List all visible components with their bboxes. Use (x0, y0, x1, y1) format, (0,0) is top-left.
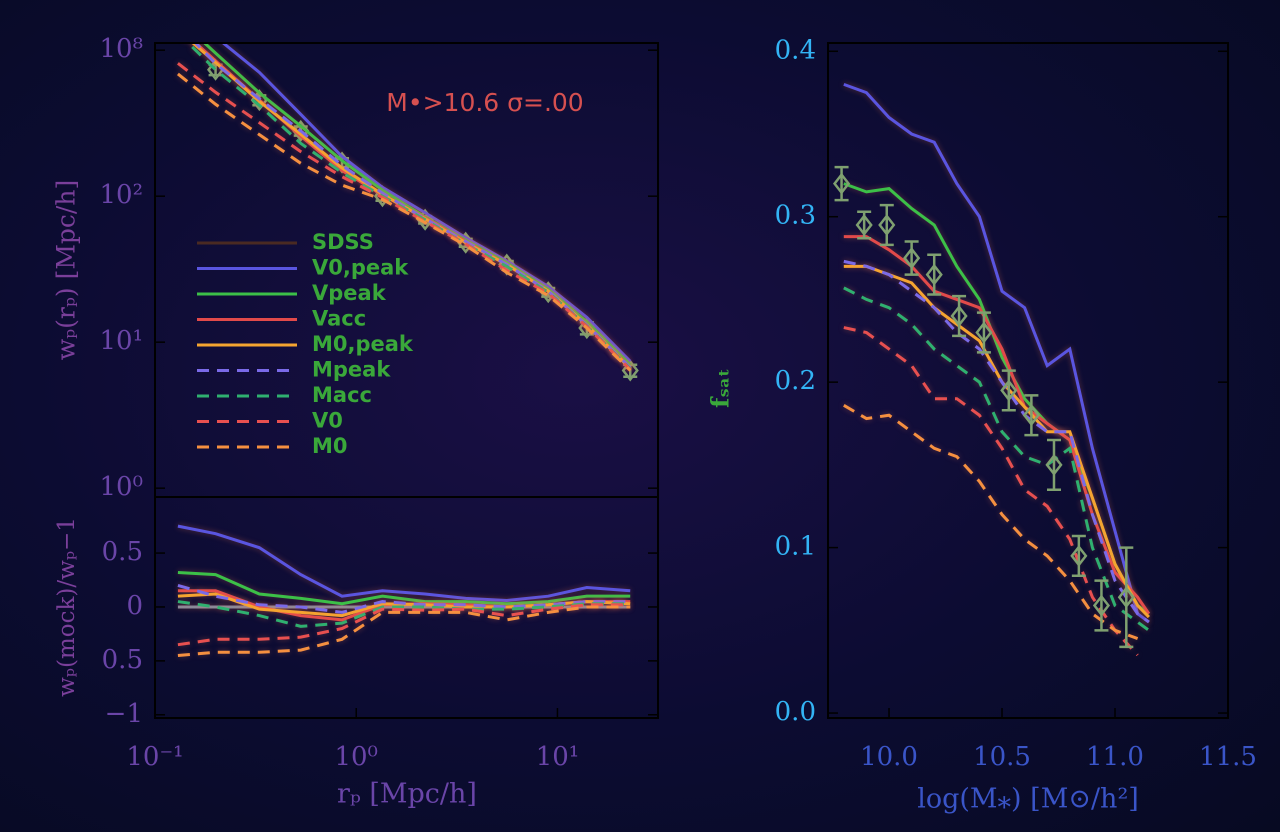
y-tick-label: 0.2 (775, 366, 816, 396)
axes-frame (154, 496, 659, 719)
data-point (1117, 586, 1135, 609)
y-tick-label: 0.5 (102, 645, 143, 675)
data-point (878, 213, 896, 237)
legend-label: SDSS (312, 230, 374, 254)
legend-label: V0,peak (312, 256, 409, 280)
line (843, 259, 1150, 624)
data-point (1022, 404, 1040, 427)
x-tick-label: 11.5 (1199, 742, 1257, 772)
y-tick-label: −1 (105, 699, 143, 729)
error-bar (879, 203, 894, 247)
line (843, 235, 1151, 615)
data-point (1070, 544, 1088, 567)
x-axis-label: rₚ [Mpc/h] (337, 779, 477, 810)
data-point (925, 263, 943, 286)
line (177, 583, 631, 614)
error-bar (1046, 438, 1061, 491)
error-bar (927, 253, 942, 296)
annotation: M•>10.6 σ=.00 (386, 88, 583, 117)
legend-label: M0,peak (312, 332, 414, 356)
error-bar (1071, 534, 1086, 577)
x-tick-label: 10.5 (973, 742, 1031, 772)
axes-frame (827, 42, 1229, 719)
line (193, 43, 632, 369)
data-point (855, 213, 873, 237)
data-point (1092, 594, 1111, 617)
error-bar (1119, 546, 1134, 649)
line (177, 603, 631, 647)
error-bar (1001, 369, 1016, 412)
data-point (1000, 379, 1018, 402)
legend-label: Macc (312, 383, 372, 407)
line (202, 43, 632, 366)
y-axis-label: wₚ(rₚ) [Mpc/h] (52, 180, 81, 360)
line (177, 600, 631, 628)
data-point (621, 359, 639, 382)
y-tick-label: 0 (126, 591, 143, 621)
data-point (950, 304, 968, 328)
legend-label: Mpeak (312, 358, 391, 382)
y-tick-label: 0.4 (775, 35, 816, 65)
legend-label: V0 (312, 409, 343, 433)
x-tick-label: 10.0 (860, 742, 918, 772)
y-tick-label: 10⁰ (99, 472, 143, 502)
line (177, 524, 631, 602)
x-tick-label: 11.0 (1086, 742, 1144, 772)
error-bar (952, 294, 967, 338)
legend-label: M0 (312, 434, 348, 458)
y-axis-label: wₚ(mock)/wₚ−1 (54, 517, 80, 697)
data-point (1045, 453, 1063, 476)
error-bar (976, 311, 991, 354)
error-bar (1024, 394, 1039, 437)
line (843, 326, 1139, 657)
plot-area (832, 82, 1151, 657)
y-tick-label: 10¹ (99, 326, 143, 356)
line (177, 605, 631, 657)
x-axis-label: log(M⁎) [M⊙/h²] (917, 784, 1139, 815)
line (177, 570, 631, 606)
data-point (975, 321, 993, 344)
y-axis-label: fₛₐₜ (706, 368, 735, 408)
line (843, 82, 1150, 624)
error-bar (1094, 579, 1109, 632)
data-point (903, 247, 921, 270)
y-tick-label: 0.0 (775, 697, 816, 727)
line (843, 182, 1150, 615)
y-tick-label: 0.1 (775, 532, 816, 562)
data-point (292, 119, 310, 142)
y-tick-label: 0.5 (102, 537, 143, 567)
y-tick-label: 0.3 (775, 201, 816, 231)
y-tick-label: 10⁸ (99, 34, 143, 64)
legend-label: Vpeak (312, 281, 387, 305)
line (843, 286, 1150, 632)
line (220, 43, 632, 363)
line (176, 72, 632, 372)
plot-area (177, 524, 631, 657)
legend-label: Vacc (312, 307, 366, 331)
y-tick-label: 10² (99, 180, 143, 210)
x-tick-label: 10¹ (536, 742, 580, 772)
data-point (832, 172, 851, 195)
x-tick-label: 10⁰ (334, 742, 378, 772)
line (193, 43, 632, 369)
plot-area (176, 43, 639, 382)
line (843, 404, 1139, 640)
x-tick-label: 10⁻¹ (126, 742, 183, 772)
